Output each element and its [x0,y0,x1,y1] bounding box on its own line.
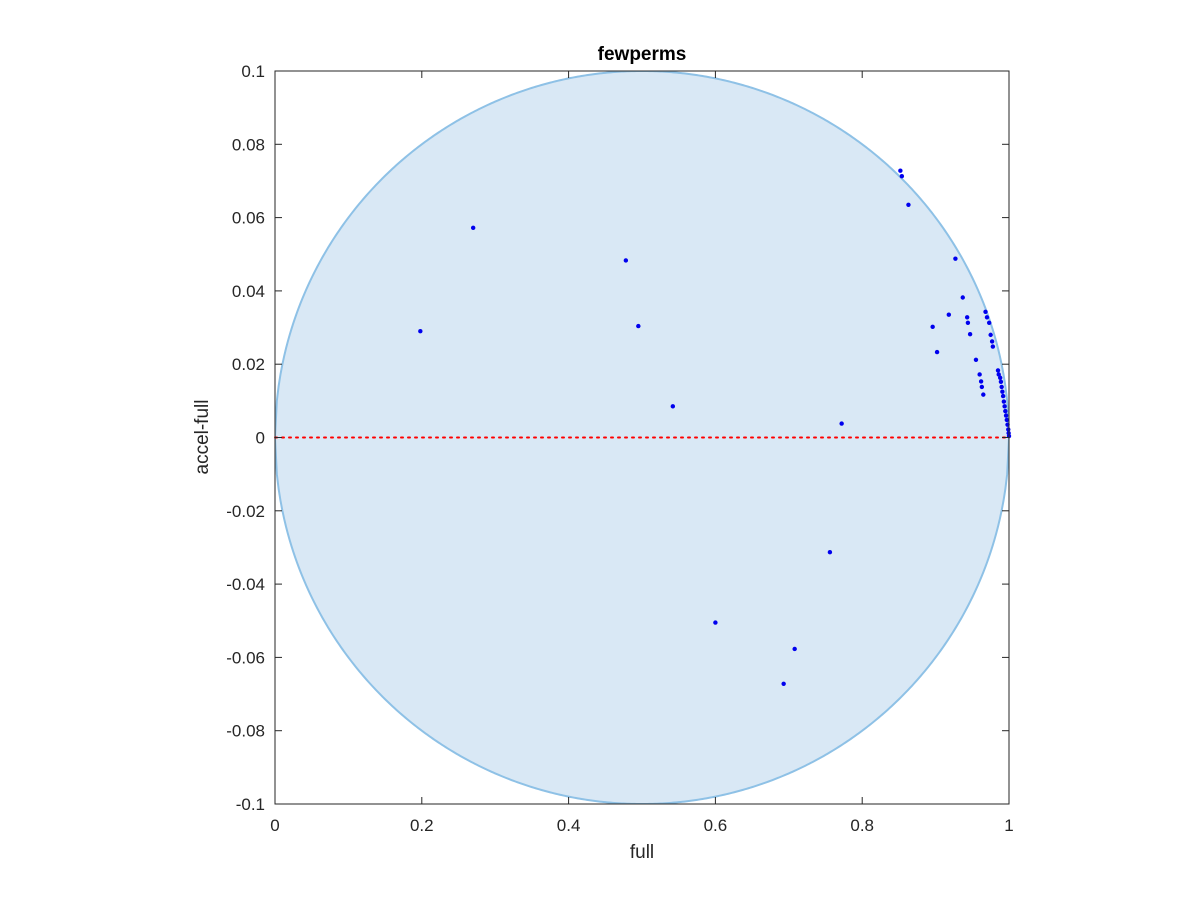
scatter-point [1004,417,1009,423]
scatter-point [623,258,629,263]
y-tick-labels: -0.1 -0.08 -0.06 -0.04 -0.02 0 0.02 0.04 0.06 0.0… [226,62,265,814]
x-tick-label: 1 [1004,816,1013,835]
scatter-point [990,344,996,349]
y-tick-label: 0.06 [232,209,265,228]
scatter-point [986,320,992,325]
chart-title: fewperms [598,44,687,65]
scatter-point [997,375,1003,380]
scatter-point [934,349,940,355]
x-tick-label: 0.8 [850,816,874,835]
scatter-point [981,392,986,397]
scatter-point [979,384,985,390]
y-tick-label: -0.02 [226,502,265,521]
scatter-point [964,315,970,320]
scatter-point [960,295,965,300]
scatter-point [1000,393,1006,399]
scatter-point [827,550,833,555]
x-axis-label: full [630,842,654,863]
scatter-point [983,309,988,314]
y-tick-label: -0.04 [226,575,265,594]
scatter-point [898,168,903,173]
scatter-point [977,372,982,377]
x-tick-label: 0.2 [410,816,434,835]
scatter-point [1001,399,1007,404]
scatter-point [989,339,995,344]
scatter-point [953,256,958,261]
y-tick-label: -0.06 [226,648,265,667]
x-tick-label: 0.4 [557,816,581,835]
y-tick-label: -0.08 [226,722,265,741]
scatter-point [713,620,718,625]
scatter-point [418,329,423,334]
scatter-point [1003,408,1008,414]
axis-ticks [274,70,1010,805]
y-tick-label: 0 [256,429,265,448]
scatter-point [1000,389,1005,394]
y-axis-label: accel-full [192,400,213,475]
scatter-point [781,681,786,686]
scatter-point [984,315,990,320]
scatter-point [988,332,993,338]
x-tick-label: 0.6 [704,816,728,835]
x-tick-label: 0 [270,816,279,835]
scatter-point [999,384,1004,390]
y-tick-label: 0.04 [232,282,265,301]
scatter-point [965,320,971,325]
scatter-point [973,357,979,362]
scatter-points [418,168,1012,686]
scatter-point [1003,413,1009,418]
scatter-point [792,646,797,652]
scatter-point [906,202,911,207]
scatter-point [996,372,1001,377]
scatter-point [899,173,905,179]
plot-area [274,70,1012,805]
y-tick-label: 0.02 [232,355,265,374]
confidence-region-edge-left [275,71,1009,438]
scatter-point [470,225,476,231]
scatter-point [967,331,973,337]
scatter-point [670,404,676,409]
scatter-point [998,379,1004,384]
confidence-region-edge-right [275,437,1009,804]
y-tick-label: -0.1 [236,795,265,814]
scatter-point [1002,404,1007,409]
scatter-point [946,312,952,317]
x-tick-labels: 0 0.2 0.4 0.6 0.8 1 [270,816,1013,835]
scatter-point [636,323,641,329]
scatter-point [839,421,844,426]
scatter-point [930,324,935,330]
scatter-point [978,379,984,384]
scatter-point [995,368,1001,373]
y-tick-label: 0.08 [232,135,265,154]
y-tick-label: 0.1 [241,62,265,81]
